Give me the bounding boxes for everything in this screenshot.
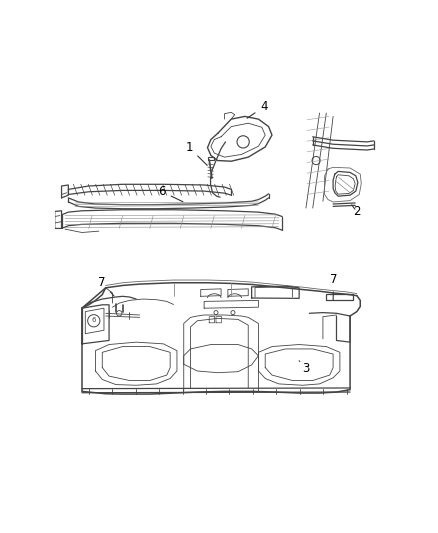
Text: 7: 7: [98, 276, 114, 296]
Text: 1: 1: [185, 141, 207, 165]
Text: 4: 4: [247, 100, 268, 118]
Text: 7: 7: [330, 273, 337, 300]
Text: 2: 2: [352, 205, 360, 218]
Text: 3: 3: [299, 361, 310, 375]
Text: 6: 6: [92, 317, 96, 323]
Text: 6: 6: [158, 185, 183, 202]
